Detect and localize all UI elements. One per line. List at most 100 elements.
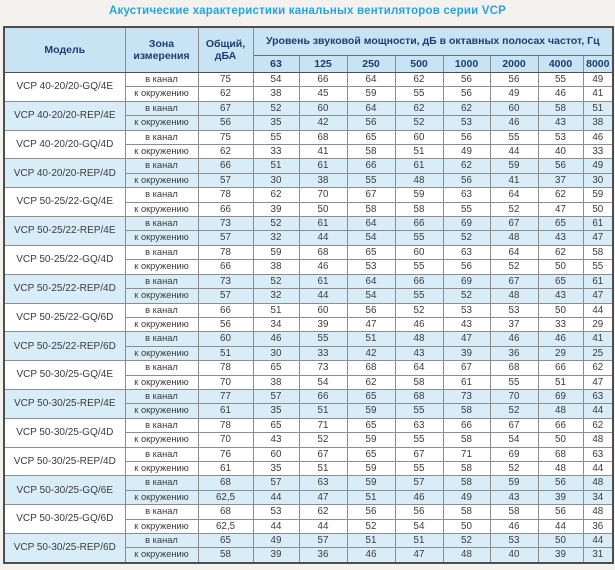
octave-band-value-cell: 56 xyxy=(442,129,491,146)
zone-cell: в канал xyxy=(124,417,199,434)
zone-cell: в канал xyxy=(124,446,199,462)
header-freq-125: 125 xyxy=(298,55,348,73)
octave-band-value-cell: 45 xyxy=(298,86,348,102)
octave-band-value-cell: 43 xyxy=(537,115,584,131)
header-zone: Зона измерения xyxy=(124,26,199,73)
octave-band-value-cell: 37 xyxy=(489,316,539,333)
total-dba-cell: 75 xyxy=(197,129,254,146)
octave-band-value-cell: 58 xyxy=(346,144,396,160)
octave-band-value-cell: 44 xyxy=(298,230,348,246)
total-dba-cell: 62 xyxy=(197,144,254,160)
header-frequency-group: Уровень звуковой мощности, дБ в октавных… xyxy=(252,26,614,56)
total-dba-cell: 62 xyxy=(197,86,254,102)
total-dba-cell: 68 xyxy=(197,475,254,491)
octave-band-value-cell: 65 xyxy=(346,129,396,146)
octave-band-value-cell: 59 xyxy=(346,475,396,491)
octave-band-value-cell: 56 xyxy=(394,504,444,520)
octave-band-value-cell: 51 xyxy=(298,460,348,477)
octave-band-value-cell: 54 xyxy=(252,71,300,88)
octave-band-value-cell: 56 xyxy=(537,475,584,491)
total-dba-cell: 66 xyxy=(197,201,254,218)
octave-band-value-cell: 50 xyxy=(537,259,584,275)
table-row: к окружению 56 35 42 56 52 53 46 43 38 xyxy=(4,115,614,131)
octave-band-value-cell: 58 xyxy=(442,432,491,448)
octave-band-value-cell: 69 xyxy=(442,273,491,290)
octave-band-value-cell: 59 xyxy=(489,158,539,174)
octave-band-value-cell: 69 xyxy=(442,216,491,232)
zone-cell: к окружению xyxy=(124,259,199,275)
model-cell: VCP 50-25/22-GQ/4D xyxy=(3,244,126,275)
octave-band-value-cell: 55 xyxy=(394,288,444,304)
table-row: к окружению 66 38 46 53 55 56 52 50 55 xyxy=(4,259,614,275)
octave-band-value-cell: 55 xyxy=(394,230,444,246)
acoustic-characteristics-table: Модель Зона измерения Общий, дБА Уровень… xyxy=(3,26,615,564)
table-body: VCP 40-20/20-GQ/4E в канал 75 54 66 64 62 56 56 5… xyxy=(3,71,614,564)
octave-band-value-cell: 38 xyxy=(252,374,300,390)
octave-band-value-cell: 46 xyxy=(537,86,584,102)
header-freq-2000: 2000 xyxy=(489,55,539,73)
octave-band-value-cell: 52 xyxy=(489,201,539,218)
octave-band-value-cell: 40 xyxy=(537,144,584,160)
octave-band-value-cell: 67 xyxy=(489,417,539,434)
total-dba-cell: 56 xyxy=(197,115,254,131)
octave-band-value-cell: 44 xyxy=(298,288,348,304)
header-freq-8000: 8000 xyxy=(582,55,614,73)
octave-band-value-cell: 50 xyxy=(537,302,584,318)
octave-band-value-cell: 54 xyxy=(298,374,348,390)
octave-band-value-cell: 63 xyxy=(394,417,444,434)
octave-band-value-cell: 53 xyxy=(252,504,300,520)
octave-band-value-cell: 29 xyxy=(582,316,614,333)
octave-band-value-cell: 38 xyxy=(252,86,300,102)
octave-band-value-cell: 44 xyxy=(582,403,614,419)
octave-band-value-cell: 46 xyxy=(298,259,348,275)
total-dba-cell: 56 xyxy=(197,316,254,333)
octave-band-value-cell: 54 xyxy=(394,518,444,535)
octave-band-value-cell: 48 xyxy=(582,475,614,491)
model-cell: VCP 50-25/22-REP/6D xyxy=(3,331,126,362)
octave-band-value-cell: 55 xyxy=(537,71,584,88)
octave-band-value-cell: 52 xyxy=(252,273,300,290)
octave-band-value-cell: 44 xyxy=(298,518,348,535)
octave-band-value-cell: 51 xyxy=(346,331,396,347)
octave-band-value-cell: 52 xyxy=(298,432,348,448)
total-dba-cell: 73 xyxy=(197,273,254,290)
octave-band-value-cell: 40 xyxy=(489,547,539,564)
table-row: VCP 50-30/25-REP/6D в канал 65 49 57 51 51 52 53… xyxy=(3,532,614,564)
octave-band-value-cell: 49 xyxy=(489,86,539,102)
octave-band-value-cell: 60 xyxy=(298,100,348,117)
header-freq-4000: 4000 xyxy=(537,55,584,73)
octave-band-value-cell: 29 xyxy=(537,345,584,362)
octave-band-value-cell: 62 xyxy=(252,187,300,203)
octave-band-value-cell: 49 xyxy=(252,532,300,549)
octave-band-value-cell: 57 xyxy=(252,475,300,491)
octave-band-value-cell: 46 xyxy=(252,331,300,347)
octave-band-value-cell: 46 xyxy=(346,547,396,564)
octave-band-value-cell: 56 xyxy=(537,158,584,174)
octave-band-value-cell: 57 xyxy=(252,388,300,405)
octave-band-value-cell: 54 xyxy=(346,288,396,304)
octave-band-value-cell: 71 xyxy=(442,446,491,462)
octave-band-value-cell: 58 xyxy=(442,475,491,491)
octave-band-value-cell: 66 xyxy=(298,388,348,405)
octave-band-value-cell: 39 xyxy=(537,489,584,506)
octave-band-value-cell: 33 xyxy=(582,144,614,160)
zone-cell: к окружению xyxy=(124,345,199,362)
octave-band-value-cell: 51 xyxy=(252,302,300,318)
total-dba-cell: 76 xyxy=(197,446,254,462)
table-row: VCP 40-20/20-REP/4E в канал 67 52 60 64 62 62 60… xyxy=(3,100,614,131)
octave-band-value-cell: 50 xyxy=(298,201,348,218)
octave-band-value-cell: 58 xyxy=(394,374,444,390)
header-freq-250: 250 xyxy=(346,55,396,73)
octave-band-value-cell: 61 xyxy=(442,374,491,390)
octave-band-value-cell: 52 xyxy=(442,532,491,549)
octave-band-value-cell: 52 xyxy=(394,115,444,131)
octave-band-value-cell: 67 xyxy=(394,446,444,462)
octave-band-value-cell: 50 xyxy=(537,432,584,448)
octave-band-value-cell: 61 xyxy=(582,273,614,290)
octave-band-value-cell: 58 xyxy=(582,244,614,261)
octave-band-value-cell: 67 xyxy=(489,273,539,290)
table-row: к окружению 62 38 45 59 55 56 49 46 41 xyxy=(4,86,614,102)
octave-band-value-cell: 62 xyxy=(582,360,614,376)
octave-band-value-cell: 39 xyxy=(442,345,491,362)
octave-band-value-cell: 43 xyxy=(252,432,300,448)
